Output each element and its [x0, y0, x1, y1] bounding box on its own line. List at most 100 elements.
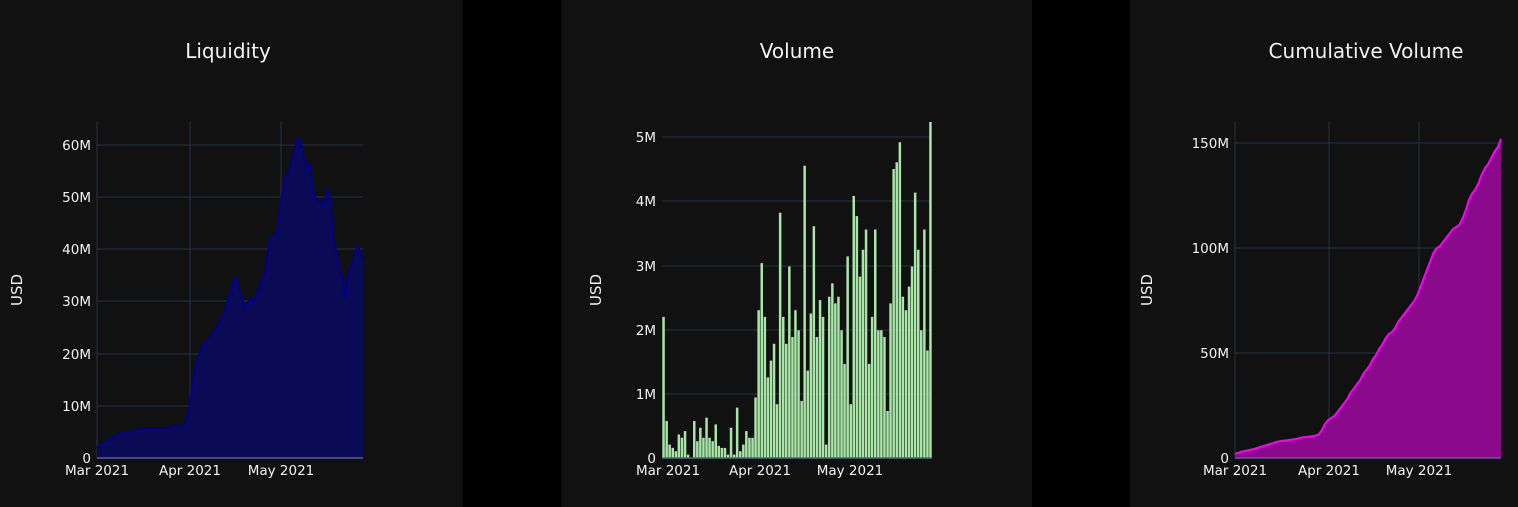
- volume-bar: [711, 441, 714, 458]
- volume-bar: [794, 310, 797, 458]
- volume-bar: [889, 303, 892, 458]
- x-tick-label: Mar 2021: [1203, 463, 1267, 479]
- chart-title: Cumulative Volume: [1269, 39, 1464, 63]
- volume-bar: [886, 411, 889, 458]
- area-fill: [97, 137, 363, 458]
- x-tick-label: May 2021: [248, 463, 315, 479]
- volume-bar: [926, 350, 929, 458]
- volume-bar: [874, 229, 877, 458]
- y-tick-label: 0: [82, 451, 91, 467]
- volume-bar: [877, 330, 880, 458]
- volume-bar: [693, 421, 696, 458]
- volume-bar: [880, 330, 883, 458]
- y-tick-label: 4M: [636, 194, 656, 210]
- volume-bar: [837, 296, 840, 458]
- volume-bar: [809, 313, 813, 458]
- volume-bar: [772, 343, 776, 458]
- chart-title: Volume: [760, 39, 834, 63]
- y-tick-label: 150M: [1192, 136, 1229, 152]
- volume-bar: [723, 447, 727, 458]
- area-fill: [1235, 138, 1501, 459]
- volume-bar: [861, 249, 865, 458]
- volume-bar: [818, 300, 822, 458]
- y-axis-label: USD: [587, 274, 605, 306]
- volume-bar: [735, 407, 739, 458]
- liquidity-panel: Liquidity USD 0 10M 20M 30M 40M 50M 60M Mar 2021 A…: [0, 0, 463, 507]
- y-tick-label: 5M: [636, 130, 656, 146]
- y-axis-label: USD: [8, 274, 26, 306]
- volume-bar: [742, 444, 745, 458]
- volume-bar: [917, 249, 920, 458]
- volume-bar: [867, 363, 871, 458]
- x-tick-label: May 2021: [817, 463, 884, 479]
- volume-bar: [683, 431, 687, 458]
- volume-bar: [782, 316, 785, 458]
- volume-bar: [852, 195, 855, 458]
- volume-bar: [824, 444, 828, 458]
- x-tick-label: Mar 2021: [636, 463, 700, 479]
- y-axis-label: USD: [1138, 274, 1156, 306]
- volume-bar: [898, 142, 902, 458]
- volume-bar: [821, 316, 825, 458]
- volume-bar: [788, 266, 791, 458]
- series-line: [1234, 138, 1502, 455]
- cumulative-volume-panel: Cumulative Volume USD 0 50M 100M 150M Mar 2021…: [1130, 0, 1518, 507]
- volume-bar: [834, 303, 837, 458]
- volume-bar: [729, 427, 733, 458]
- volume-bar: [846, 256, 849, 458]
- x-tick-label: May 2021: [1386, 463, 1453, 479]
- volume-bar: [763, 316, 767, 458]
- volume-bar: [751, 437, 754, 458]
- volume-bar: [686, 454, 690, 458]
- volume-bar: [901, 296, 905, 458]
- volume-bar: [800, 400, 803, 458]
- volume-bar: [791, 337, 794, 458]
- volume-bar: [920, 330, 923, 458]
- volume-bar: [720, 447, 724, 458]
- volume-bar: [668, 444, 671, 458]
- volume-bar: [913, 192, 917, 458]
- x-tick-label: Mar 2021: [65, 463, 129, 479]
- volume-bar: [864, 229, 868, 458]
- volume-bar: [680, 437, 684, 458]
- volume-bar: [714, 424, 717, 458]
- y-tick-label: 2M: [636, 323, 656, 339]
- volume-bar: [870, 316, 874, 458]
- volume-bar: [757, 310, 760, 458]
- volume-panel: Volume USD 0 1M 2M 3M 4M 5M Mar 2021 Apr 2021 May …: [561, 0, 1032, 507]
- volume-bar: [892, 169, 895, 458]
- x-tick-label: Apr 2021: [1298, 463, 1360, 479]
- volume-bar: [699, 427, 702, 458]
- volume-bar: [662, 316, 665, 458]
- volume-bar: [904, 310, 908, 458]
- volume-bar: [702, 437, 705, 458]
- volume-bar: [769, 360, 773, 458]
- volume-bar: [748, 437, 751, 458]
- y-tick-label: 30M: [62, 294, 91, 310]
- y-tick-label: 20M: [62, 347, 91, 363]
- volume-bar: [739, 451, 742, 458]
- y-tick-label: 40M: [62, 242, 91, 258]
- volume-bar: [907, 286, 911, 458]
- volume-bar: [815, 337, 819, 458]
- volume-bar: [797, 330, 800, 458]
- volume-bar: [831, 283, 834, 458]
- volume-bar: [717, 445, 720, 458]
- volume-bar: [766, 377, 770, 458]
- volume-bar: [840, 330, 843, 458]
- volume-bar: [745, 431, 748, 458]
- volume-bar: [923, 229, 926, 458]
- y-tick-label: 10M: [62, 399, 91, 415]
- cumulative-volume-chart: Cumulative Volume USD 0 50M 100M 150M Mar 2021…: [1138, 39, 1502, 479]
- volume-bar: [828, 296, 831, 458]
- volume-bar: [843, 363, 846, 458]
- volume-bar: [778, 212, 782, 458]
- volume-bar: [754, 397, 757, 458]
- volume-bar: [726, 454, 730, 458]
- x-tick-label: Apr 2021: [159, 463, 221, 479]
- volume-bar: [732, 454, 736, 458]
- volume-bar: [674, 451, 678, 458]
- volume-bar: [855, 216, 859, 458]
- volume-bar: [849, 404, 852, 458]
- chart-title: Liquidity: [185, 39, 271, 63]
